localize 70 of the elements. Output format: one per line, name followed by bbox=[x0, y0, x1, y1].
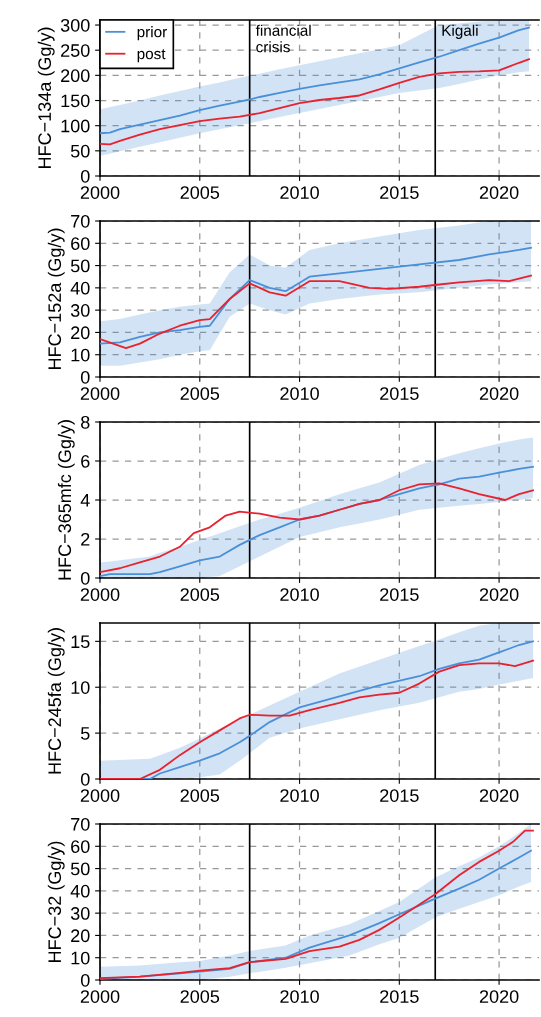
x-tick-label: 2015 bbox=[380, 186, 419, 199]
y-tick-label: 100 bbox=[61, 119, 90, 133]
y-tick-label: 15 bbox=[71, 635, 90, 649]
y-tick-label: 10 bbox=[71, 681, 90, 694]
x-tick-label: 2005 bbox=[180, 186, 220, 199]
x-tick-label: 2005 bbox=[180, 789, 220, 802]
y-axis-title: HFC−152a (Gg/y) bbox=[47, 228, 65, 370]
y-tick-label: 20 bbox=[71, 326, 90, 340]
y-tick-label: 6 bbox=[81, 454, 90, 468]
y-axis-title: HFC−365mfc (Gg/y) bbox=[57, 420, 75, 580]
y-tick-label: 20 bbox=[71, 929, 90, 943]
y-tick-label: 0 bbox=[80, 370, 90, 384]
y-tick-label: 50 bbox=[70, 862, 90, 876]
x-tick-label: 2020 bbox=[479, 186, 519, 199]
x-tick-label: 2015 bbox=[380, 789, 419, 802]
line-series bbox=[100, 482, 534, 574]
x-tick-label: 2005 bbox=[180, 387, 220, 400]
y-tick-label: 150 bbox=[61, 94, 90, 108]
x-tick-label: 2000 bbox=[80, 990, 120, 1003]
x-tick-label: 2020 bbox=[479, 387, 519, 400]
x-tick-label: 2015 bbox=[380, 990, 419, 1003]
y-tick-label: 0 bbox=[80, 571, 90, 585]
y-axis-title: HFC−134a (Gg/y) bbox=[37, 27, 55, 169]
y-tick-label: 0 bbox=[80, 772, 90, 786]
ref-line-label: Kigali bbox=[442, 24, 478, 39]
x-tick-label: 2000 bbox=[80, 789, 120, 802]
y-tick-label: 30 bbox=[70, 304, 90, 317]
y-tick-label: 0 bbox=[80, 973, 90, 987]
y-axis-title: HFC−32 (Gg/y) bbox=[47, 841, 65, 962]
y-tick-label: 200 bbox=[61, 69, 90, 83]
y-tick-label: 5 bbox=[80, 727, 90, 740]
y-tick-label: 8 bbox=[81, 415, 90, 429]
y-tick-label: 0 bbox=[80, 169, 90, 183]
line-series bbox=[100, 246, 532, 345]
x-tick-label: 2020 bbox=[479, 588, 519, 601]
x-tick-label: 2005 bbox=[180, 588, 220, 601]
y-tick-label: 10 bbox=[71, 951, 90, 965]
y-tick-label: 50 bbox=[70, 144, 90, 158]
y-tick-label: 70 bbox=[71, 817, 90, 831]
line-series bbox=[100, 26, 530, 135]
x-tick-label: 2015 bbox=[380, 387, 419, 400]
x-tick-label: 2020 bbox=[479, 990, 519, 1003]
y-tick-label: 70 bbox=[71, 214, 90, 228]
y-tick-label: 60 bbox=[71, 237, 90, 251]
y-tick-label: 4 bbox=[80, 494, 90, 507]
y-tick-label: 40 bbox=[70, 884, 90, 898]
x-tick-label: 2010 bbox=[280, 990, 319, 1003]
x-tick-label: 2000 bbox=[80, 186, 120, 199]
y-tick-label: 50 bbox=[70, 259, 90, 273]
y-axis-title: HFC−245fa (Gg/y) bbox=[47, 628, 65, 774]
y-tick-label: 10 bbox=[71, 348, 90, 362]
y-tick-label: 40 bbox=[70, 281, 90, 295]
y-tick-label: 300 bbox=[60, 18, 90, 32]
y-tick-label: 250 bbox=[61, 44, 90, 57]
y-tick-label: 30 bbox=[70, 907, 90, 920]
ref-line-label: financial crisis bbox=[255, 24, 311, 53]
y-tick-label: 2 bbox=[81, 532, 90, 546]
y-tick-label: 60 bbox=[71, 840, 90, 854]
x-tick-label: 2010 bbox=[280, 789, 319, 802]
x-tick-label: 2020 bbox=[479, 789, 519, 802]
x-tick-label: 2000 bbox=[80, 588, 120, 601]
x-tick-label: 2010 bbox=[280, 588, 319, 601]
legend-label: post bbox=[137, 49, 166, 63]
x-tick-label: 2005 bbox=[180, 990, 220, 1003]
x-tick-label: 2010 bbox=[280, 387, 319, 400]
line-series bbox=[100, 274, 532, 349]
x-tick-label: 2015 bbox=[380, 588, 419, 601]
x-tick-label: 2000 bbox=[80, 387, 120, 400]
x-tick-label: 2010 bbox=[280, 186, 319, 199]
legend-label: prior bbox=[137, 26, 167, 41]
